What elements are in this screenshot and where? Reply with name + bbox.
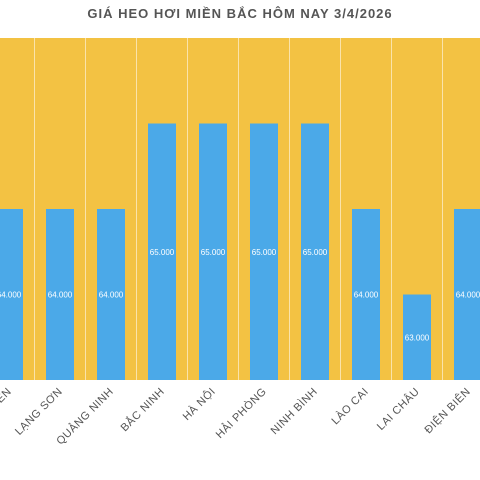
- category-label: ĐIỆN BIÊN: [0, 385, 14, 436]
- category-label: LÀO CAI: [329, 385, 371, 427]
- data-label: 64.000: [0, 291, 22, 300]
- data-label: 64.000: [354, 291, 379, 300]
- category-label: HÀ NỘI: [180, 385, 218, 423]
- data-label: 63.000: [405, 333, 430, 342]
- category-label: LẠNG SƠN: [13, 386, 65, 438]
- chart-title: GIÁ HEO HƠI MIỀN BẮC HÔM NAY 3/4/2026: [87, 6, 393, 21]
- bar: [250, 123, 278, 380]
- bar: [199, 123, 227, 380]
- bar: [148, 123, 176, 380]
- data-label: 64.000: [48, 291, 73, 300]
- data-label: 64.000: [456, 291, 480, 300]
- category-label: NINH BÌNH: [268, 385, 320, 437]
- data-label: 65.000: [150, 248, 175, 257]
- bar: [46, 209, 74, 380]
- bar: [97, 209, 125, 380]
- bar: [352, 209, 380, 380]
- bar: [301, 123, 329, 380]
- category-label: BẮC NINH: [118, 385, 167, 434]
- category-label: HẢI PHÒNG: [213, 385, 269, 441]
- bar: [0, 209, 23, 380]
- data-label: 65.000: [252, 248, 277, 257]
- category-label: ĐIỆN BIÊN: [422, 385, 473, 436]
- data-label: 65.000: [201, 248, 226, 257]
- data-label: 65.000: [303, 248, 328, 257]
- bar: [403, 294, 431, 380]
- category-label: LAI CHÂU: [374, 385, 422, 433]
- plot-area: [0, 38, 480, 380]
- data-label: 64.000: [99, 291, 124, 300]
- bar: [454, 209, 480, 380]
